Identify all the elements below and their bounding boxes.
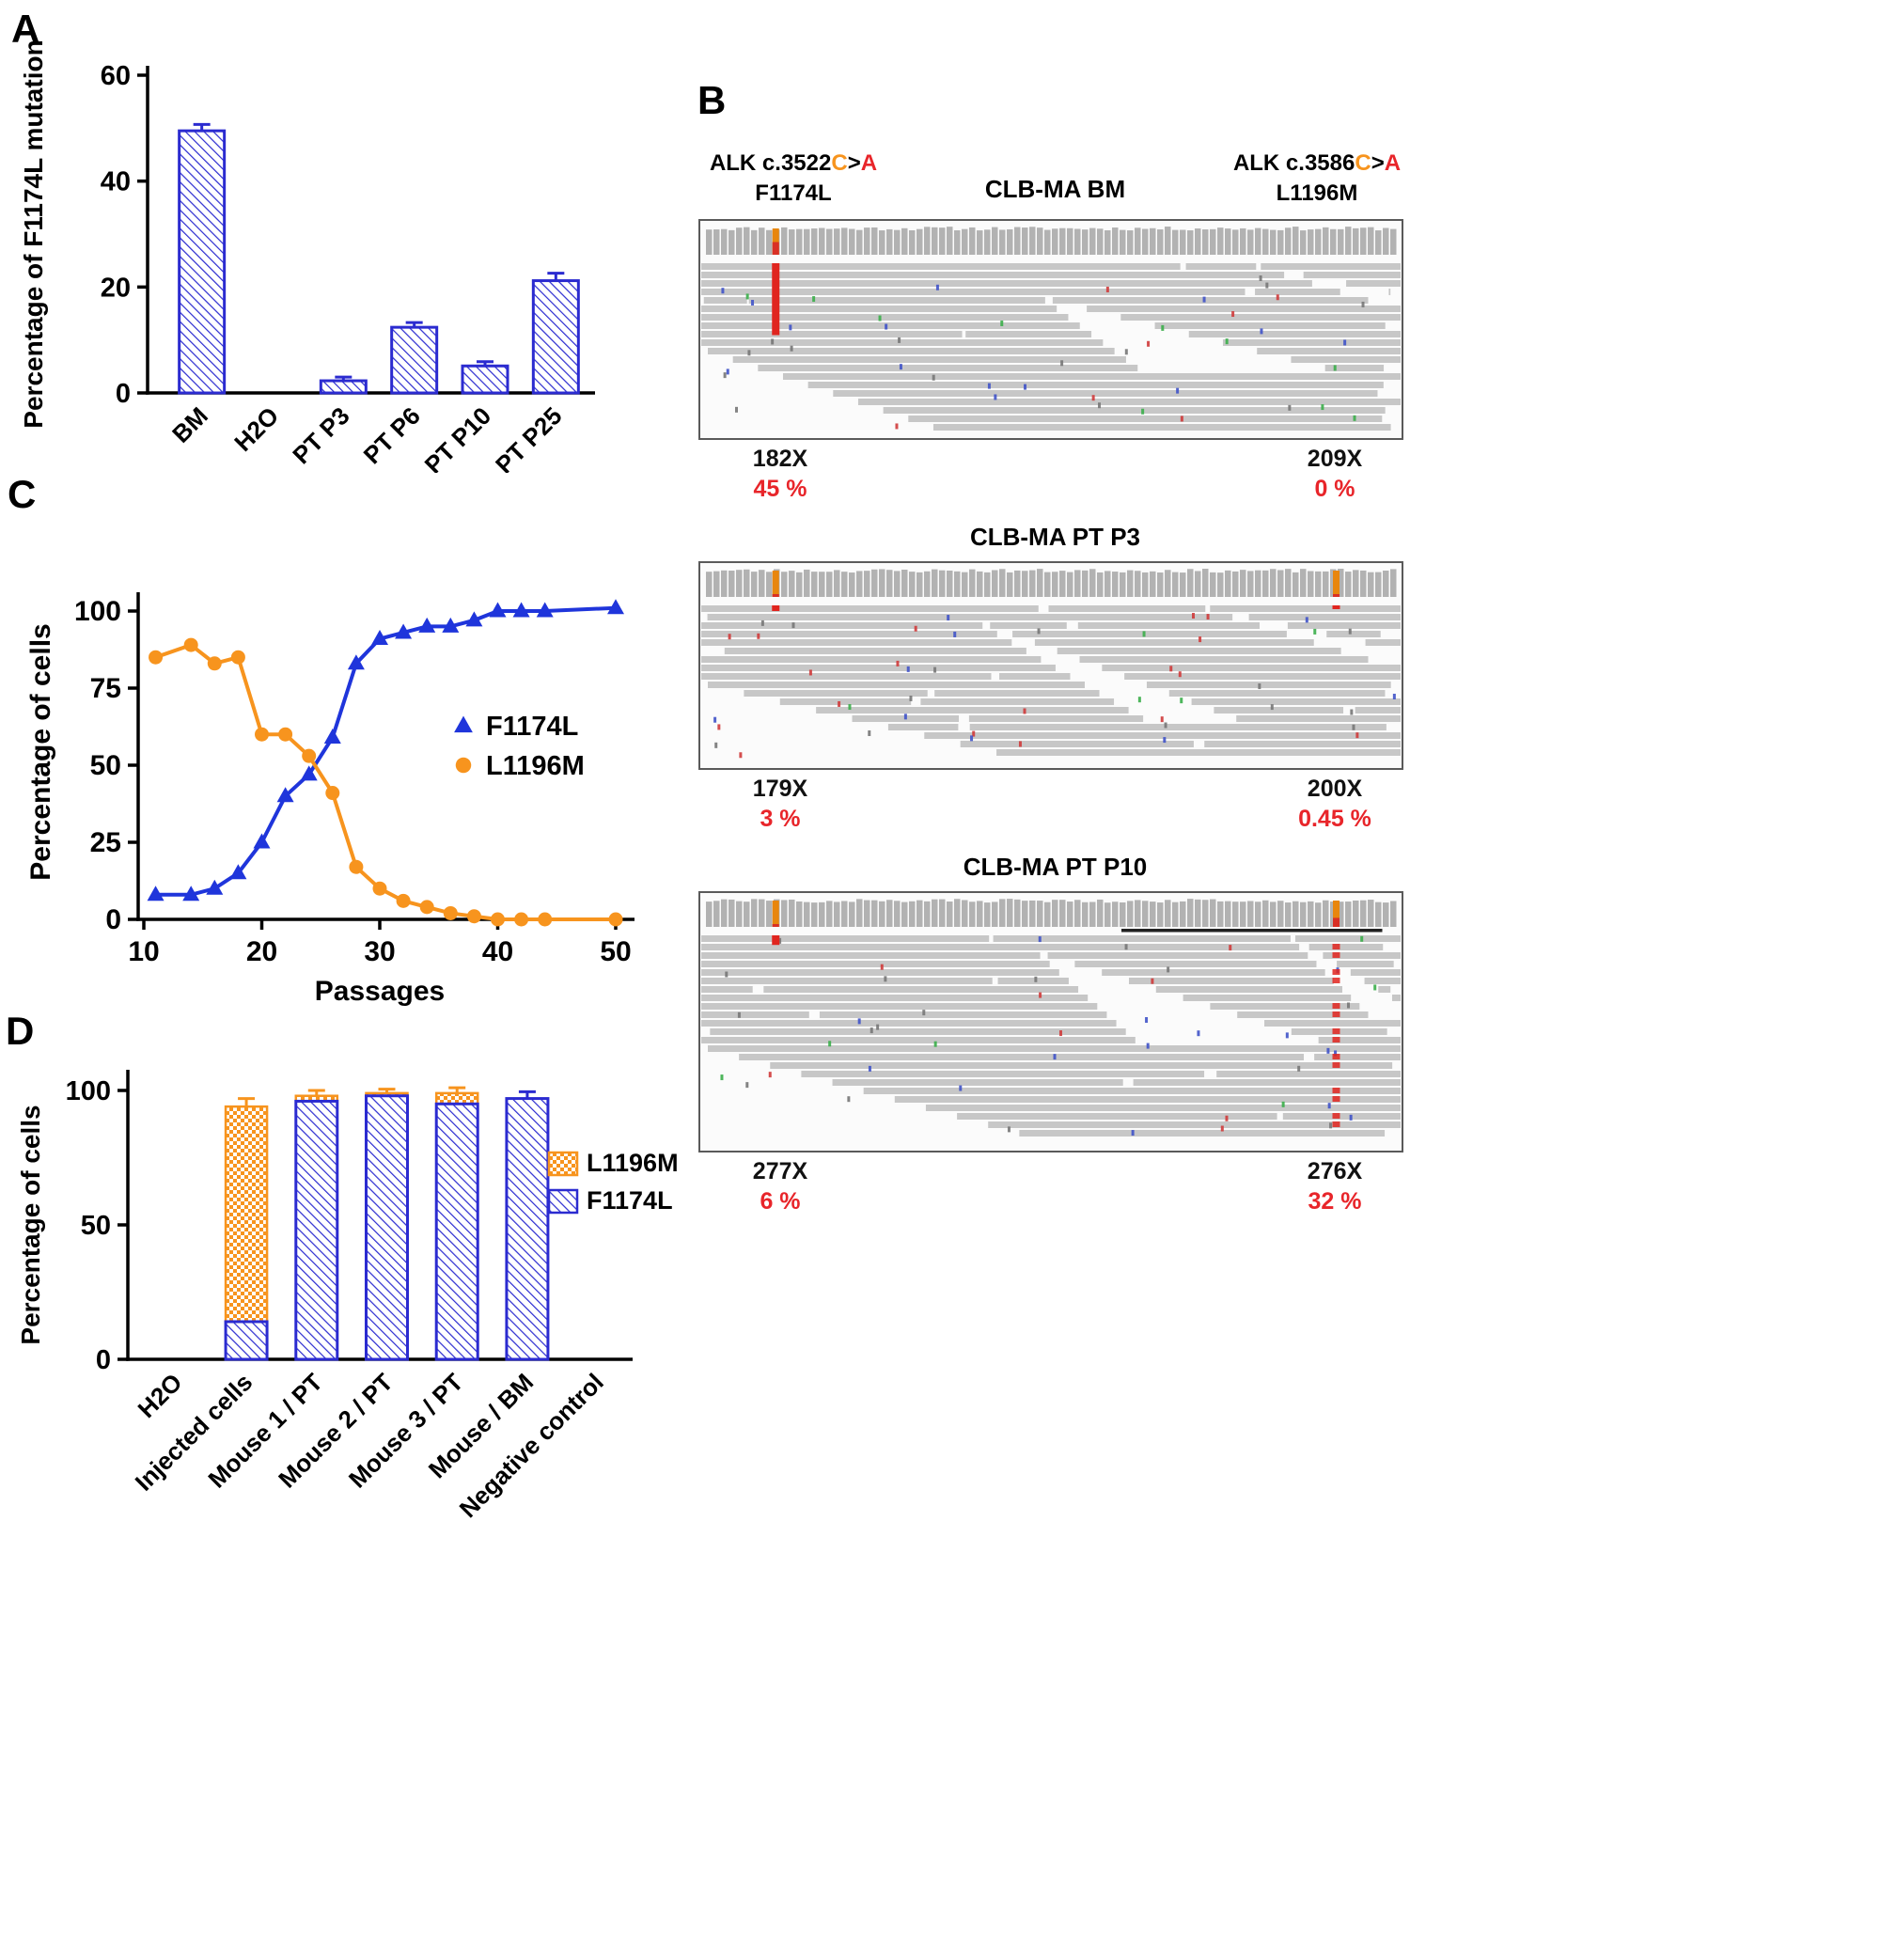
variant-percent: 0 % [1314, 475, 1355, 502]
igv-caption-bm: 182X 45 % 209X 0 % [691, 446, 1419, 510]
alt-base: A [860, 150, 878, 176]
svg-text:PT P3: PT P3 [287, 401, 354, 469]
panel-c: 0 25 50 75 100 10 20 30 40 50 Passages Percentage o… [14, 470, 672, 1015]
svg-text:10: 10 [128, 936, 159, 967]
variant-percent: 0.45 % [1298, 805, 1371, 832]
svg-text:PT P25: PT P25 [490, 401, 568, 473]
panel-label-c: C [8, 472, 37, 516]
variant-percent: 3 % [760, 805, 801, 832]
coverage-value: 179X [752, 775, 808, 802]
svg-text:40: 40 [101, 167, 131, 197]
arrow-text: > [847, 150, 861, 176]
igv-screenshot-ptp10 [698, 890, 1403, 1152]
svg-text:Percentage of cells: Percentage of cells [16, 1105, 45, 1344]
svg-text:60: 60 [101, 61, 131, 91]
igv-title-ptp10: CLB-MA PT P10 [963, 852, 1148, 881]
svg-text:F1174L: F1174L [587, 1186, 673, 1215]
svg-text:Percentage of cells: Percentage of cells [25, 623, 56, 880]
svg-text:PT P6: PT P6 [358, 401, 426, 469]
svg-text:BM: BM [166, 401, 213, 448]
locus-text: ALK c.3522 [709, 150, 832, 176]
caption-left: 179X 3 % [719, 776, 841, 833]
coverage-value: 200X [1307, 775, 1363, 802]
caption-right: 276X 32 % [1269, 1158, 1401, 1215]
variant-annotation-right: ALK c.3586C>A L1196M [1214, 149, 1419, 210]
svg-text:100: 100 [74, 596, 121, 627]
svg-text:L1196M: L1196M [486, 751, 585, 781]
panel-d: 0 50 100 Percentage of cells H2O Injected cel… [8, 1013, 694, 1568]
arrow-text: > [1371, 150, 1385, 176]
coverage-value: 209X [1307, 445, 1363, 472]
caption-left: 277X 6 % [719, 1158, 841, 1215]
svg-text:Passages: Passages [315, 976, 445, 1007]
panel-b: ALK c.3522C>A F1174L CLB-MA BM ALK c.358… [691, 149, 1419, 1222]
variant-annotation-left: ALK c.3522C>A F1174L [691, 149, 896, 210]
bar-chart-f1174l-percentage: 0 20 40 60 Percentage of F1174L mutation BM H2… [19, 39, 595, 479]
ref-base: C [1355, 150, 1371, 176]
svg-text:20: 20 [246, 936, 277, 967]
caption-left: 182X 45 % [719, 446, 841, 503]
variant-percent: 6 % [760, 1187, 801, 1215]
protein-change-left: F1174L [755, 180, 832, 207]
panel-label-b: B [697, 78, 727, 122]
igv-header: ALK c.3522C>A F1174L CLB-MA BM ALK c.358… [691, 149, 1419, 210]
coverage-value: 277X [752, 1157, 808, 1184]
svg-text:20: 20 [101, 273, 131, 303]
svg-text:50: 50 [81, 1211, 111, 1241]
svg-text:H2O: H2O [228, 401, 284, 457]
svg-text:L1196M: L1196M [587, 1149, 679, 1177]
caption-right: 200X 0.45 % [1269, 776, 1401, 833]
caption-right: 209X 0 % [1269, 446, 1401, 503]
svg-text:25: 25 [90, 827, 121, 858]
line-chart-mutation-vs-passages: 0 25 50 75 100 10 20 30 40 50 Passages Percentage o… [25, 592, 634, 1007]
svg-text:50: 50 [600, 936, 631, 967]
igv-title-ptp3: CLB-MA PT P3 [969, 522, 1141, 551]
igv-screenshot-bm [698, 218, 1403, 440]
svg-text:Percentage of F1174L mutation: Percentage of F1174L mutation [19, 39, 48, 428]
panel-label-a: A [11, 7, 40, 51]
variant-annotation-right-line1: ALK c.3586C>A [1214, 149, 1419, 179]
svg-text:50: 50 [90, 750, 121, 781]
coverage-value: 182X [752, 445, 808, 472]
variant-percent: 45 % [753, 475, 807, 502]
protein-change-right: L1196M [1276, 180, 1358, 207]
svg-text:H2O: H2O [133, 1368, 188, 1423]
panel-label-d: D [6, 1009, 35, 1053]
variant-annotation-left-line1: ALK c.3522C>A [691, 149, 896, 179]
svg-text:30: 30 [364, 936, 395, 967]
svg-text:0: 0 [116, 379, 131, 409]
svg-text:0: 0 [105, 904, 121, 935]
svg-text:PT P10: PT P10 [419, 401, 497, 473]
svg-text:100: 100 [66, 1076, 111, 1106]
variant-percent: 32 % [1308, 1187, 1362, 1215]
igv-caption-ptp10: 277X 6 % 276X 32 % [691, 1158, 1419, 1222]
svg-text:40: 40 [482, 936, 513, 967]
alt-base: A [1384, 150, 1402, 176]
coverage-value: 276X [1307, 1157, 1363, 1184]
svg-text:F1174L: F1174L [486, 712, 578, 742]
svg-text:75: 75 [90, 673, 121, 704]
panel-a: 0 20 40 60 Percentage of F1174L mutation BM H2… [14, 17, 672, 479]
ref-base: C [831, 150, 848, 176]
igv-screenshot-ptp3 [698, 560, 1403, 770]
igv-caption-ptp3: 179X 3 % 200X 0.45 % [691, 776, 1419, 839]
igv-title-bm: CLB-MA BM [984, 175, 1126, 203]
svg-text:0: 0 [96, 1345, 111, 1375]
locus-text: ALK c.3586 [1232, 150, 1355, 176]
